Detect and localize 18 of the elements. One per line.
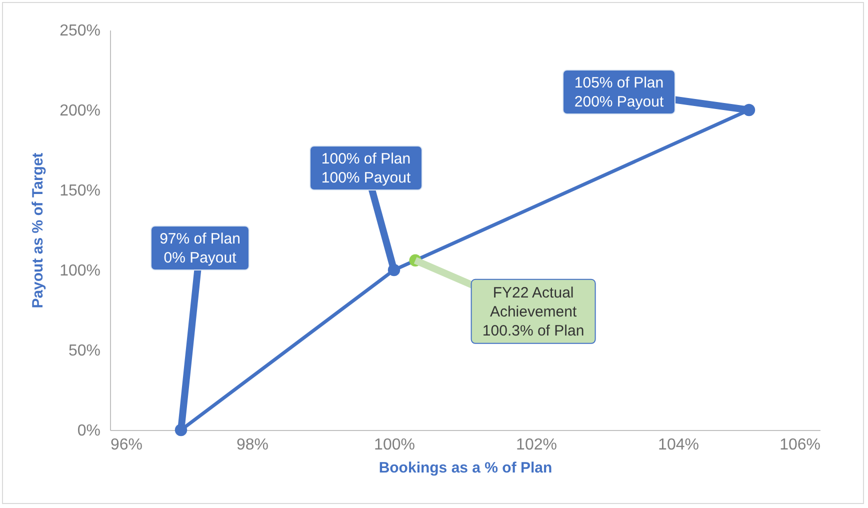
- y-tick-label: 0%: [77, 422, 100, 440]
- annotation: FY22 Actual Achievement 100.3% of Plan: [482, 284, 584, 340]
- x-tick-label: 98%: [236, 436, 269, 454]
- x-tick-label: 106%: [780, 436, 820, 454]
- x-axis-title: Bookings as a % of Plan: [378, 460, 552, 476]
- y-tick-label: 50%: [68, 342, 100, 360]
- y-tick-label: 100%: [60, 262, 100, 280]
- annotation: 100% of Plan 100% Payout: [321, 150, 412, 186]
- x-tick-label: 100%: [374, 436, 415, 454]
- x-tick-label: 102%: [516, 436, 557, 454]
- y-tick-label: 250%: [60, 22, 100, 40]
- x-tick-label: 96%: [110, 436, 143, 454]
- x-tick-label: 104%: [658, 436, 699, 454]
- annotation: 105% of Plan 200% Payout: [574, 74, 664, 110]
- annotation: 97% of Plan 0% Payout: [160, 230, 240, 266]
- y-tick-label: 200%: [60, 102, 100, 120]
- y-axis-title: Payout as % of Target: [30, 152, 47, 308]
- y-tick-label: 150%: [60, 182, 100, 200]
